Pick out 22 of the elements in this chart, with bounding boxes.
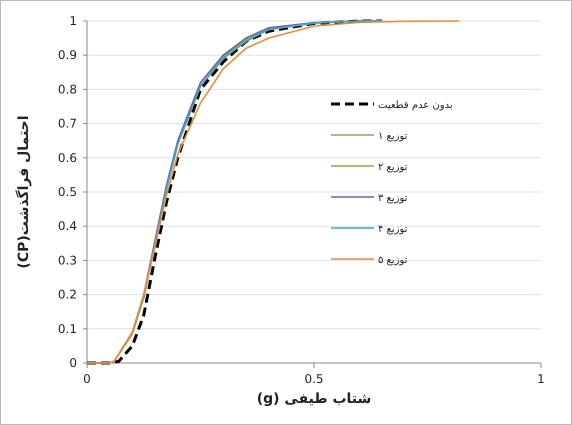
legend-label: توزیع ۵ <box>378 255 408 266</box>
legend-label: توزیع ۱ <box>378 131 408 142</box>
y-tick-label: 0.5 <box>58 185 77 199</box>
y-tick-label: 0.6 <box>58 150 77 165</box>
x-tick-label: 0.5 <box>304 372 324 386</box>
legend-label: توزیع ۳ <box>378 193 408 204</box>
x-axis-title: شتاب طیفی (g) <box>256 391 372 407</box>
y-tick-label: 0.7 <box>58 116 77 131</box>
x-tick-label: 0 <box>83 372 91 386</box>
y-axis-title: احتمال فراگذشت(CP) <box>15 115 32 269</box>
legend-label: بدون عدم قطعیت <box>378 100 453 111</box>
y-tick-label: 0.4 <box>58 219 77 234</box>
legend-label: توزیع ۲ <box>378 162 408 173</box>
y-tick-label: 0.3 <box>58 253 77 268</box>
y-tick-label: 1 <box>69 14 77 28</box>
y-tick-label: 0.8 <box>58 82 77 96</box>
y-tick-label: 0.2 <box>58 288 77 302</box>
legend-label: توزیع ۴ <box>378 224 408 235</box>
y-tick-label: 0.9 <box>58 48 77 62</box>
y-tick-label: 0.1 <box>58 322 77 336</box>
y-tick-label: 0 <box>69 356 77 370</box>
x-tick-label: 1 <box>537 372 545 386</box>
